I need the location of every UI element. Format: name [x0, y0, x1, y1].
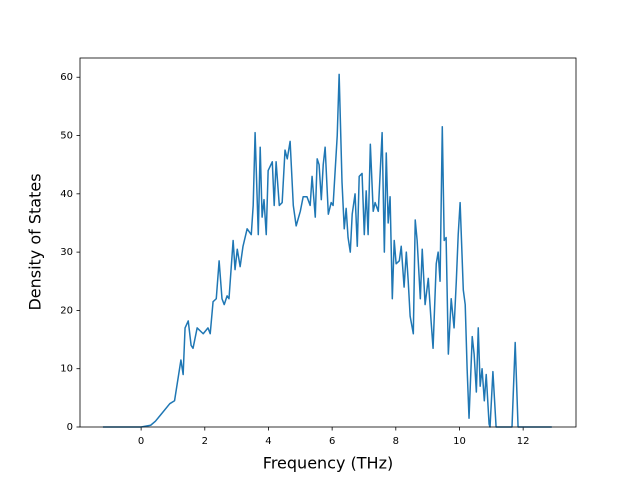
y-axis-label: Density of States	[26, 173, 45, 310]
plot-frame	[79, 57, 577, 428]
y-tick-label: 20	[60, 305, 73, 316]
y-tick-label: 10	[60, 364, 73, 375]
x-tick-label: 6	[329, 436, 335, 447]
x-tick-label: 12	[517, 436, 530, 447]
x-tick-label: 4	[265, 436, 271, 447]
y-tick-label: 60	[60, 72, 73, 83]
data-line	[102, 73, 552, 428]
y-tick-label: 0	[67, 422, 73, 433]
y-tick-label: 30	[60, 247, 73, 258]
y-tick-label: 50	[60, 131, 73, 142]
x-axis-label: Frequency (THz)	[263, 454, 393, 473]
x-tick-label: 2	[202, 436, 208, 447]
x-tick-label: 8	[393, 436, 399, 447]
x-tick-label: 10	[453, 436, 466, 447]
x-tick-label: 0	[138, 436, 144, 447]
y-tick-label: 40	[60, 189, 73, 200]
